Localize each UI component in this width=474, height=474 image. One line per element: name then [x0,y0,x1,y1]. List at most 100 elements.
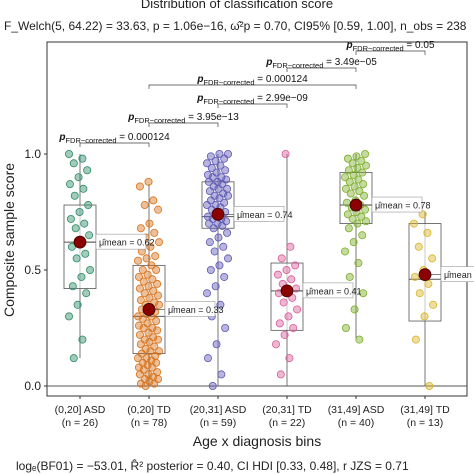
data-point [273,270,282,279]
data-point [361,205,370,214]
data-point [349,238,358,247]
data-point [209,224,218,233]
data-point [425,381,434,390]
data-point [65,149,74,158]
data-point [348,159,357,168]
data-point [149,196,158,205]
data-point [155,300,164,309]
data-point [207,163,216,172]
data-point [77,272,86,281]
mean-point [418,268,432,282]
data-point [154,291,163,300]
data-point [352,152,361,161]
comparison-label: pFDR−corrected = 3.49e−05 [265,57,377,70]
y-axis: 0.0 0.5 1.0 [24,147,467,393]
mean-label: μ̂mean = 0.74 [237,210,292,220]
data-point [145,293,154,302]
data-point [79,184,88,193]
x-tick-count: (n = 59) [200,417,236,429]
data-point [415,289,424,298]
data-point [277,254,286,263]
data-point [67,242,76,251]
mean-label-box [302,282,354,299]
comparison-label: pFDR−corrected = 3.95e−13 [127,112,239,125]
data-point [204,177,213,186]
data-point [214,233,223,242]
data-point [78,154,87,163]
data-point [219,242,228,251]
data-point [145,219,154,228]
data-point [357,212,366,221]
data-point [148,363,157,372]
data-point [145,337,154,346]
x-tick-label: (31,49] TD [400,404,450,416]
data-point [340,247,349,256]
data-point [343,154,352,163]
comparison-bracket [79,142,150,147]
comparison-bracket [286,67,357,72]
mean-label-box [233,206,285,222]
data-point [153,279,162,288]
data-point [206,265,215,274]
x-tick-label: (20,31] ASD [190,404,247,416]
data-point [84,201,93,210]
data-point [135,330,144,339]
data-point [133,312,142,321]
data-point [359,289,368,298]
mean-point [211,207,225,221]
data-point [135,370,144,379]
data-point [204,219,213,228]
data-point [202,201,211,210]
data-point [139,277,148,286]
data-point [138,265,147,274]
data-point [139,323,148,332]
mean-point [349,198,363,212]
data-point [80,219,89,228]
x-tick-count: (n = 40) [338,417,374,429]
data-point [138,314,147,323]
data-point [66,214,75,223]
data-point [346,189,355,198]
x-axis-label: Age x diagnosis bins [193,433,321,449]
y-tick-label: 1.0 [24,147,41,161]
data-point [83,166,92,175]
mean-label: μ̂mean = 0.78 [375,201,430,211]
mean-label: μ̂mean = 0.33 [168,305,223,315]
data-point [69,159,78,168]
data-point [289,323,298,332]
data-point [287,275,296,284]
data-point [350,182,359,191]
data-point [410,272,419,281]
data-point [85,231,94,240]
data-point [136,340,145,349]
data-point [344,166,353,175]
data-point [358,231,367,240]
data-point [203,354,212,363]
data-point [284,312,293,321]
data-point [144,328,153,337]
x-tick-label: (0,20] TD [127,404,171,416]
data-point [223,228,232,237]
data-point [354,175,363,184]
data-point [353,219,362,228]
data-point [147,261,156,270]
mean-label: μ̂mean = 0.48 [444,270,474,280]
data-point [153,326,162,335]
y-tick-label: 0.0 [24,379,41,393]
data-point [409,219,418,228]
data-point [135,182,144,191]
data-point [149,286,158,295]
data-point [224,191,233,200]
data-point [202,289,211,298]
data-point [221,166,230,175]
data-point [154,205,163,214]
x-tick-label: (0,20] ASD [55,404,106,416]
data-point [68,282,77,291]
data-point [205,238,214,247]
comparison-bracket [148,122,219,127]
data-point [140,289,149,298]
data-point [144,282,153,291]
data-point [345,272,354,281]
data-point [215,261,224,270]
comparison-brackets: pFDR−corrected = 0.000124 pFDR−corrected … [58,40,435,147]
